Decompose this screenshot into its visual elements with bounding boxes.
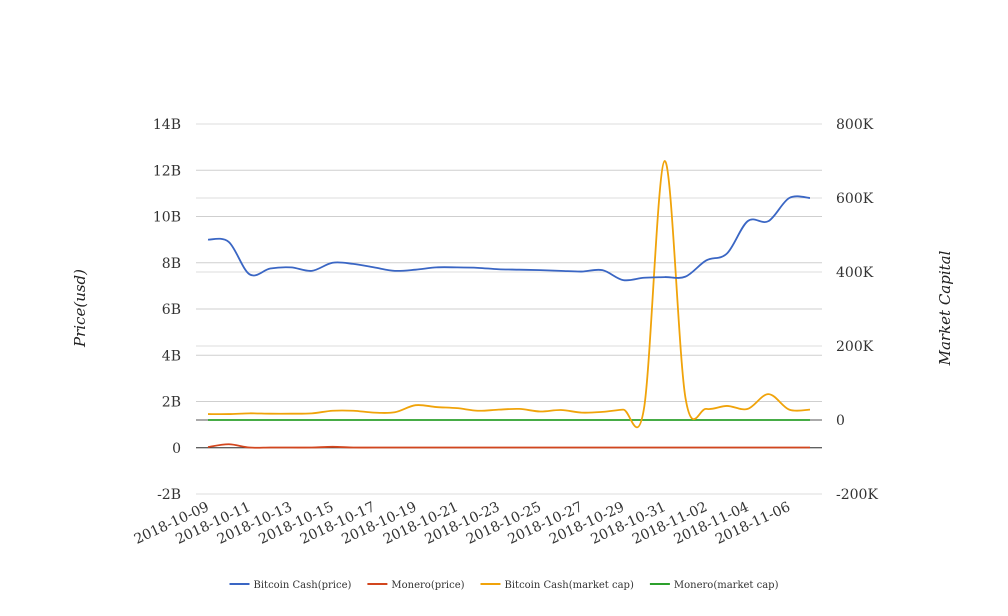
- left-tick-label: 2B: [162, 395, 181, 411]
- right-tick-label: 0: [836, 413, 845, 429]
- legend-item: Bitcoin Cash(price): [229, 580, 352, 591]
- legend-label: Bitcoin Cash(market cap): [505, 580, 634, 591]
- right-tick-label: 600K: [836, 191, 874, 207]
- zero-baselines: [196, 419, 822, 449]
- left-tick-label: 10B: [153, 210, 181, 226]
- legend-label: Monero(price): [391, 580, 464, 591]
- legend-item: Bitcoin Cash(market cap): [480, 580, 634, 591]
- left-tick-label: -2B: [157, 487, 181, 503]
- x-axis-ticks: 2018-10-092018-10-112018-10-132018-10-15…: [132, 499, 793, 548]
- left-tick-label: 6B: [162, 302, 181, 318]
- left-tick-label: 12B: [153, 163, 181, 179]
- right-tick-label: 200K: [836, 339, 874, 355]
- legend-label: Monero(market cap): [674, 580, 779, 591]
- legend-label: Bitcoin Cash(price): [254, 580, 352, 591]
- right-tick-label: -200K: [836, 487, 878, 503]
- left-axis-title: Price(usd): [71, 269, 89, 348]
- legend-item: Monero(price): [367, 580, 465, 591]
- right-tick-label: 800K: [836, 117, 874, 133]
- series-line-bitcoin-cash-market-cap: [207, 160, 811, 429]
- legend: Bitcoin Cash(price) Monero(price) Bitcoin …: [229, 580, 779, 591]
- series-line-monero-price: [207, 443, 810, 449]
- legend-item: Monero(market cap): [649, 580, 779, 591]
- left-tick-label: 4B: [162, 348, 181, 364]
- left-tick-label: 8B: [162, 256, 181, 272]
- right-axis-title: Market Capital: [936, 250, 954, 366]
- left-tick-label: 0: [172, 441, 181, 457]
- series-line-bitcoin-cash-price: [207, 195, 811, 282]
- right-tick-label: 400K: [836, 265, 874, 281]
- series-lines: [207, 160, 811, 449]
- left-tick-label: 14B: [153, 117, 181, 133]
- grid-lines: [196, 123, 822, 495]
- left-axis-ticks: -2B 0 2B 4B 6B 8B 10B 12B 14B: [153, 117, 181, 503]
- right-axis-ticks: -200K 0 200K 400K 600K 800K: [836, 117, 878, 503]
